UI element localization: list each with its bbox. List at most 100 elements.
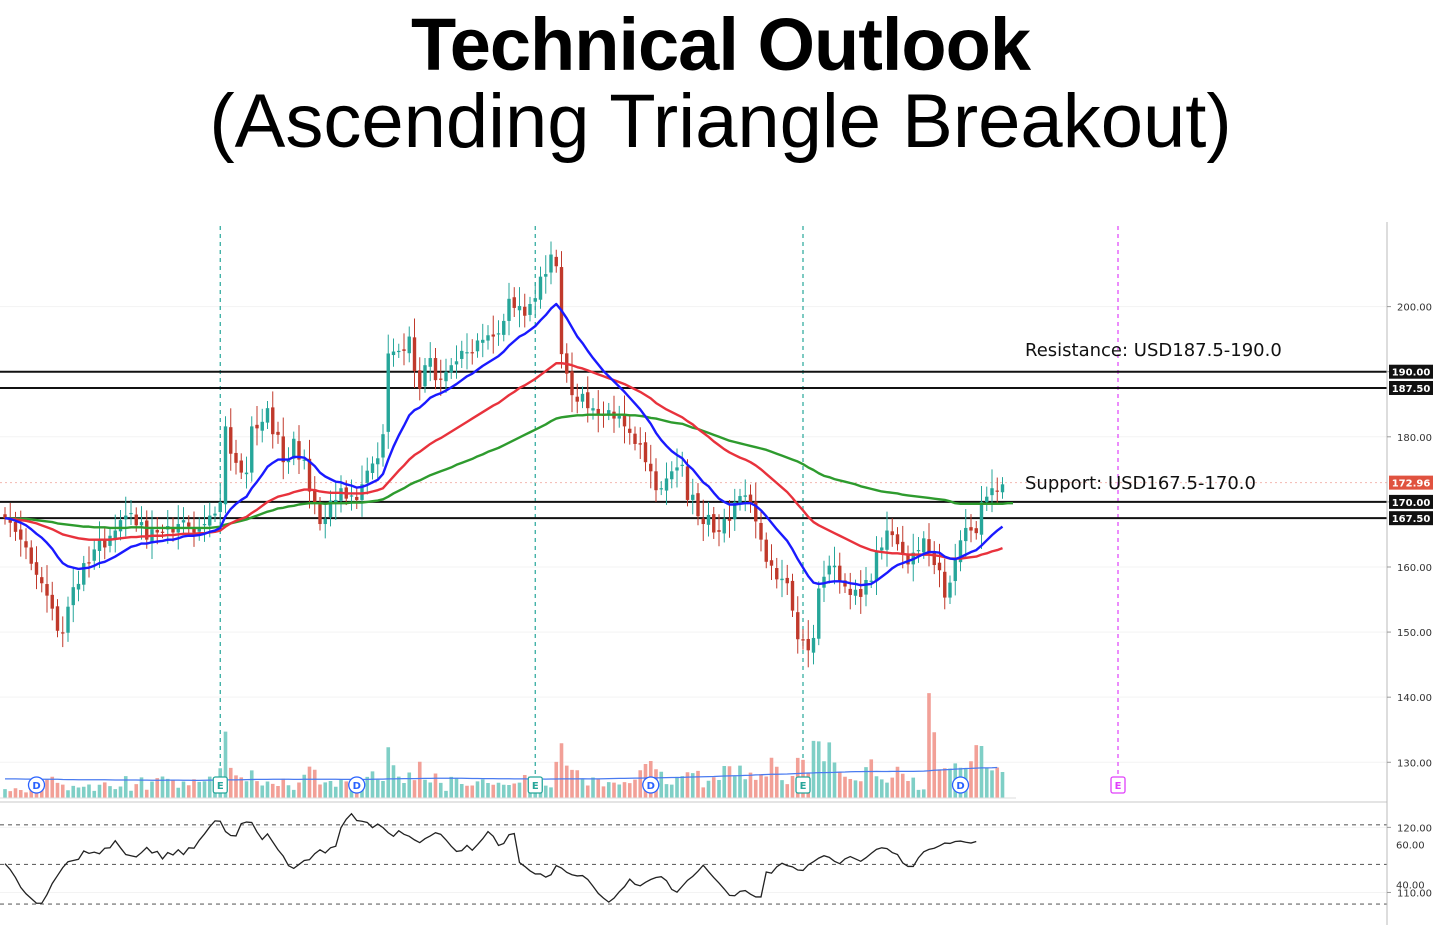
candle-body <box>654 471 658 491</box>
volume-bar <box>297 782 301 798</box>
candle-body <box>554 256 558 267</box>
candle-body <box>40 577 44 584</box>
candle-body <box>428 358 432 367</box>
volume-bar <box>606 782 611 798</box>
volume-bar <box>197 781 202 798</box>
event-letter: E <box>1115 781 1122 792</box>
candle-body <box>628 428 632 433</box>
candle-body <box>76 583 81 590</box>
candle-body <box>507 298 511 321</box>
candle-body <box>113 530 117 539</box>
volume-bar <box>475 781 480 798</box>
candle-body <box>19 529 23 540</box>
volume-bar <box>927 693 931 798</box>
volume-bar <box>381 781 385 798</box>
price-chart[interactable]: 40.00 60.00 D E D E D E D E 110.00 120.00 130.00 14… <box>0 222 1441 925</box>
volume-bar <box>906 781 910 798</box>
volume-bar <box>759 774 763 798</box>
volume-bar <box>244 781 249 798</box>
volume-bar <box>18 790 23 798</box>
candle-body <box>155 530 159 533</box>
candle-body <box>71 587 75 606</box>
volume-bar <box>743 779 748 798</box>
candle-body <box>407 336 411 354</box>
candle-body <box>323 518 327 525</box>
candle-body <box>271 407 275 435</box>
candle-body <box>223 426 228 505</box>
volume-bar <box>55 782 60 798</box>
volume-ma-line <box>5 766 998 782</box>
volume-bar <box>554 761 559 798</box>
volume-bar <box>234 775 238 798</box>
volume-bar <box>979 746 984 798</box>
candle-body <box>365 470 369 483</box>
volume-bar <box>575 770 580 798</box>
candle-body <box>29 547 33 564</box>
volume-bar <box>417 761 422 798</box>
candle-body <box>580 393 585 402</box>
volume-bar <box>155 778 160 798</box>
volume-bar <box>239 777 244 798</box>
candle-body <box>743 495 747 497</box>
ma-slow-line <box>5 413 1013 530</box>
volume-bar <box>711 777 716 798</box>
volume-bar <box>444 790 448 798</box>
candle-body <box>234 452 238 463</box>
candle-body <box>475 340 480 352</box>
candle-body <box>843 580 847 587</box>
volume-bar <box>171 780 175 798</box>
volume-bars <box>0 693 1016 799</box>
candle-body <box>712 514 716 533</box>
axis-tick-label: 180.00 <box>1397 433 1432 444</box>
candle-body <box>801 639 805 641</box>
annotations: Resistance: USD187.5-190.0 Support: USD16… <box>1025 340 1282 494</box>
candle-body <box>958 540 963 563</box>
volume-bar <box>134 784 139 798</box>
volume-bar <box>890 777 895 798</box>
candle-body <box>250 426 254 473</box>
candle-body <box>66 606 70 633</box>
candle-body <box>255 424 259 429</box>
volume-bar <box>617 784 622 798</box>
volume-bar <box>995 767 1000 798</box>
volume-bar <box>438 782 443 798</box>
volume-bar <box>591 777 595 798</box>
volume-bar <box>375 779 380 798</box>
rsi-line <box>4 812 977 904</box>
volume-bar <box>423 779 427 798</box>
candle-body <box>433 358 438 381</box>
volume-bar <box>832 762 837 798</box>
candle-body <box>202 524 207 526</box>
candle-body <box>386 353 390 432</box>
candle-body <box>124 515 128 520</box>
volume-bar <box>585 785 590 798</box>
volume-bar <box>916 789 921 798</box>
candle-body <box>349 495 354 497</box>
price-tag-bg <box>1389 364 1433 379</box>
ma-fast-line <box>4 302 1004 587</box>
candle-body <box>964 527 968 542</box>
volume-bar <box>570 769 574 798</box>
candle-body <box>55 606 60 631</box>
volume-bar <box>921 789 926 798</box>
price-tag: 190.00 <box>1389 364 1433 379</box>
event-marker-dividend: D <box>642 776 660 794</box>
volume-bar <box>302 774 307 798</box>
candle-body <box>3 514 7 519</box>
support-resistance-lines <box>0 370 1387 520</box>
volume-bar <box>853 780 858 798</box>
event-square <box>1110 776 1126 794</box>
volume-bar <box>202 781 207 798</box>
candle-body <box>869 580 873 582</box>
candle-body <box>397 350 401 353</box>
candle-body <box>874 552 879 581</box>
volume-bar <box>869 759 874 798</box>
candle-body <box>680 464 684 466</box>
volume-bar <box>45 779 49 798</box>
candle-body <box>696 493 700 517</box>
price-tag-bg <box>1389 511 1433 526</box>
candle-body <box>638 443 642 445</box>
candle-body <box>307 458 312 492</box>
candle-body <box>502 320 506 335</box>
candle-body <box>187 522 191 527</box>
